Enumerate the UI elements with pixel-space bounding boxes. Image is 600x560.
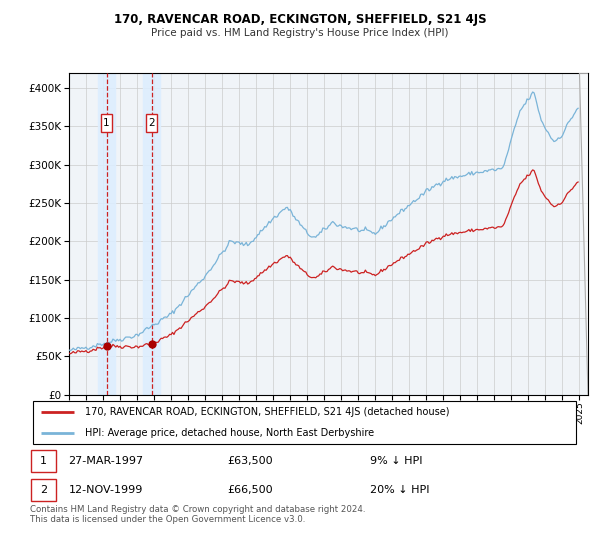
FancyBboxPatch shape	[146, 114, 157, 132]
FancyBboxPatch shape	[101, 114, 112, 132]
Text: 170, RAVENCAR ROAD, ECKINGTON, SHEFFIELD, S21 4JS: 170, RAVENCAR ROAD, ECKINGTON, SHEFFIELD…	[113, 13, 487, 26]
Text: £63,500: £63,500	[227, 456, 273, 466]
Text: Price paid vs. HM Land Registry's House Price Index (HPI): Price paid vs. HM Land Registry's House …	[151, 28, 449, 38]
Text: 2: 2	[149, 118, 155, 128]
Text: £66,500: £66,500	[227, 485, 273, 495]
FancyBboxPatch shape	[31, 450, 56, 472]
FancyBboxPatch shape	[31, 479, 56, 501]
Text: 9% ↓ HPI: 9% ↓ HPI	[370, 456, 423, 466]
Text: 1: 1	[103, 118, 110, 128]
Text: 1: 1	[40, 456, 47, 466]
Bar	[98, 73, 115, 395]
Text: 12-NOV-1999: 12-NOV-1999	[68, 485, 143, 495]
Text: 170, RAVENCAR ROAD, ECKINGTON, SHEFFIELD, S21 4JS (detached house): 170, RAVENCAR ROAD, ECKINGTON, SHEFFIELD…	[85, 408, 449, 418]
Text: Contains HM Land Registry data © Crown copyright and database right 2024.
This d: Contains HM Land Registry data © Crown c…	[30, 505, 365, 524]
Text: HPI: Average price, detached house, North East Derbyshire: HPI: Average price, detached house, Nort…	[85, 428, 374, 438]
Text: 27-MAR-1997: 27-MAR-1997	[68, 456, 143, 466]
Polygon shape	[580, 73, 588, 395]
Text: 2: 2	[40, 485, 47, 495]
Bar	[143, 73, 160, 395]
FancyBboxPatch shape	[33, 402, 576, 444]
Text: 20% ↓ HPI: 20% ↓ HPI	[370, 485, 430, 495]
